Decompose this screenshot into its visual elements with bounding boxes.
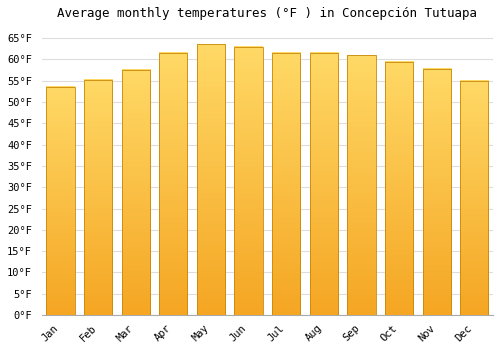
Bar [122, 70, 150, 315]
Bar [348, 55, 376, 315]
Bar [310, 53, 338, 315]
Title: Average monthly temperatures (°F ) in Concepción Tutuapa: Average monthly temperatures (°F ) in Co… [58, 7, 478, 20]
Bar [460, 81, 488, 315]
Bar [234, 47, 262, 315]
Bar [385, 62, 413, 315]
Bar [159, 53, 188, 315]
Bar [272, 53, 300, 315]
Bar [197, 44, 225, 315]
Bar [84, 80, 112, 315]
Bar [46, 87, 74, 315]
Bar [422, 69, 450, 315]
